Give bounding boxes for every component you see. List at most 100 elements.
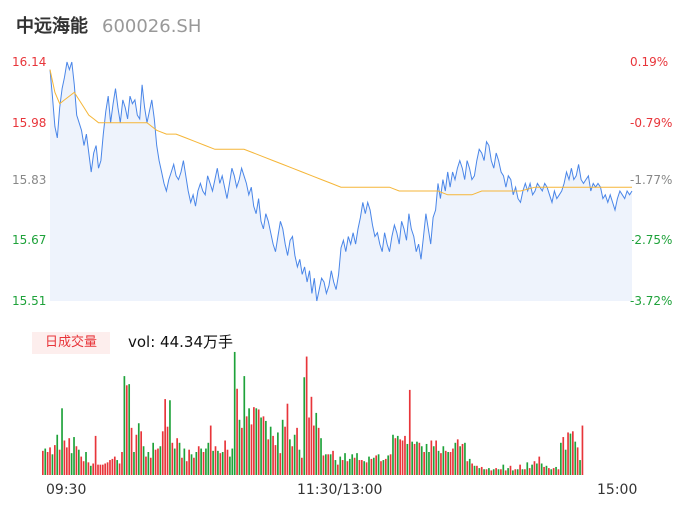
volume-bar <box>464 442 466 475</box>
volume-bar <box>473 465 476 475</box>
volume-bar <box>531 464 533 475</box>
volume-bar <box>298 449 301 475</box>
volume-bar <box>209 425 212 475</box>
volume-bar <box>106 462 109 475</box>
volume-bar <box>351 454 354 475</box>
volume-bar <box>89 465 92 475</box>
volume-bar <box>181 457 183 475</box>
volume-bar <box>296 427 298 475</box>
chart-header: 中远海能 600026.SH <box>16 12 201 40</box>
volume-bar <box>423 452 425 475</box>
volume-bar <box>521 469 524 475</box>
price-tick-label: 15.98 <box>12 115 47 130</box>
volume-bar <box>46 452 49 475</box>
volume-bar <box>265 420 267 475</box>
volume-bar <box>480 466 483 475</box>
volume-bar <box>468 458 471 475</box>
volume-bar <box>111 458 114 475</box>
volume-bar <box>394 438 397 475</box>
volume-bar <box>310 396 313 475</box>
volume-bar <box>564 449 567 475</box>
volume-bar <box>301 457 303 475</box>
volume-bar <box>92 463 95 475</box>
volume-bar <box>322 455 325 475</box>
volume-bar <box>471 463 473 475</box>
volume-bar <box>418 442 421 475</box>
volume-bar <box>291 446 294 475</box>
volume-bar <box>526 462 529 475</box>
volume-bar <box>437 450 440 475</box>
volume-bar <box>200 448 202 475</box>
volume-bar <box>229 456 231 475</box>
volume-bar <box>524 469 526 475</box>
volume-bars <box>42 351 584 475</box>
volume-bar <box>49 447 51 475</box>
volume-bar <box>236 388 238 475</box>
volume-bar <box>425 443 428 475</box>
volume-bar <box>140 431 143 475</box>
volume-bar <box>183 448 186 475</box>
time-tick-label: 11:30/13:00 <box>297 482 383 498</box>
percent-tick-label: -1.77% <box>630 172 673 187</box>
volume-bar <box>61 408 63 475</box>
volume-bar <box>466 461 469 475</box>
volume-bar <box>255 408 258 475</box>
volume-bar <box>382 460 385 475</box>
volume-bar <box>219 453 222 475</box>
volume-bar <box>262 416 265 475</box>
time-tick-label: 15:00 <box>597 482 638 498</box>
volume-bar <box>118 463 121 475</box>
volume-bar <box>478 468 481 475</box>
volume-bar <box>51 454 54 475</box>
volume-bar <box>65 447 68 475</box>
volume-bar <box>538 456 541 475</box>
volume-bar <box>279 453 282 475</box>
volume-total: vol: 44.34万手 <box>128 333 233 351</box>
volume-bar <box>277 432 279 475</box>
volume-bar <box>212 450 214 475</box>
volume-bar <box>452 448 454 475</box>
volume-bar <box>406 443 409 475</box>
time-tick-label: 09:30 <box>46 482 87 498</box>
volume-bar <box>58 449 61 475</box>
volume-bar <box>157 448 159 475</box>
volume-bar <box>94 435 97 475</box>
volume-bar <box>555 466 557 475</box>
volume-bar <box>205 448 207 475</box>
volume-bar <box>250 424 253 475</box>
volume-bar <box>269 426 272 475</box>
volume-bar <box>135 434 138 475</box>
volume-bar <box>339 456 342 475</box>
volume-chart <box>42 351 584 475</box>
volume-bar <box>305 356 308 475</box>
volume-bar <box>121 452 123 475</box>
volume-bar <box>536 463 538 475</box>
volume-bar <box>411 441 414 475</box>
volume-bar <box>396 435 399 475</box>
volume-bar <box>387 455 390 475</box>
volume-bar <box>548 468 550 475</box>
volume-bar <box>169 400 171 475</box>
volume-bar <box>77 449 80 475</box>
volume-bar <box>80 456 83 475</box>
volume-bar <box>176 438 178 475</box>
volume-bar <box>267 439 270 475</box>
volume-bar <box>507 468 509 475</box>
price-area-fill <box>50 62 632 301</box>
volume-bar <box>217 450 219 475</box>
volume-bar <box>164 399 166 475</box>
volume-bar <box>365 462 368 475</box>
volume-bar <box>497 469 500 475</box>
volume-bar <box>569 433 572 475</box>
price-tick-label: 16.14 <box>12 55 47 69</box>
volume-bar <box>221 452 224 475</box>
volume-bar <box>190 454 193 475</box>
volume-bar <box>133 452 135 475</box>
volume-bar <box>224 440 226 475</box>
volume-bar <box>456 439 459 475</box>
volume-bar <box>207 442 210 475</box>
stock-code: 600026.SH <box>102 16 202 37</box>
volume-bar <box>375 455 378 475</box>
volume-bar <box>53 445 56 475</box>
volume-bar <box>82 461 85 475</box>
